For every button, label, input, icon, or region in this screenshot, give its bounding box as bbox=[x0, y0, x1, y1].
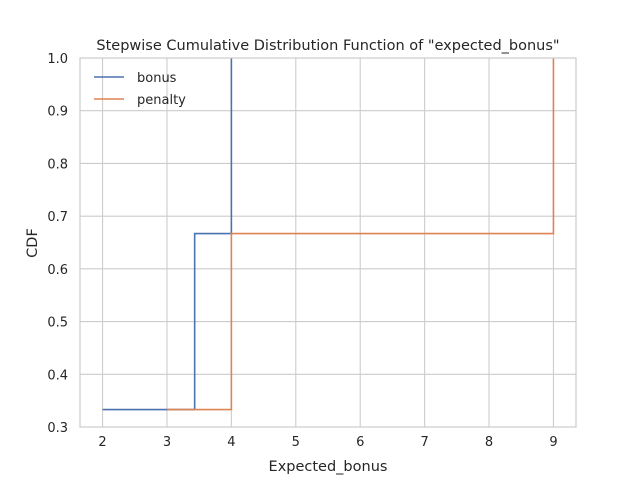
y-tick-label: 0.6 bbox=[47, 263, 68, 278]
legend-label-penalty: penalty bbox=[137, 93, 186, 108]
x-tick-label: 8 bbox=[485, 435, 493, 450]
x-tick-label: 3 bbox=[163, 435, 171, 450]
x-tick-label: 4 bbox=[227, 435, 235, 450]
x-tick-label: 7 bbox=[420, 435, 428, 450]
y-tick-labels: 0.3 0.4 0.5 0.6 0.7 0.8 0.9 1.0 bbox=[47, 52, 68, 436]
series-line-bonus bbox=[102, 58, 233, 411]
y-tick-label: 0.7 bbox=[47, 210, 68, 225]
x-tick-label: 6 bbox=[356, 435, 364, 450]
plot-frame bbox=[79, 57, 577, 428]
legend-label-bonus: bonus bbox=[137, 71, 177, 86]
x-tick-labels: 2 3 4 5 6 7 8 9 bbox=[98, 435, 557, 450]
chart-title: Stepwise Cumulative Distribution Functio… bbox=[96, 38, 559, 54]
x-tick-label: 9 bbox=[549, 435, 557, 450]
y-tick-label: 1.0 bbox=[47, 52, 68, 67]
series-line-penalty bbox=[166, 58, 555, 411]
y-tick-label: 0.5 bbox=[47, 316, 68, 331]
x-tick-label: 5 bbox=[292, 435, 300, 450]
y-tick-label: 0.3 bbox=[47, 421, 68, 436]
y-tick-label: 0.8 bbox=[47, 157, 68, 172]
series-lines bbox=[102, 58, 555, 411]
grid bbox=[80, 57, 576, 428]
y-axis-label: CDF bbox=[25, 228, 41, 258]
x-tick-label: 2 bbox=[98, 435, 106, 450]
x-axis-label: Expected_bonus bbox=[269, 459, 388, 475]
y-tick-label: 0.9 bbox=[47, 105, 68, 120]
legend: bonus penalty bbox=[94, 71, 186, 108]
y-tick-label: 0.4 bbox=[47, 368, 68, 383]
